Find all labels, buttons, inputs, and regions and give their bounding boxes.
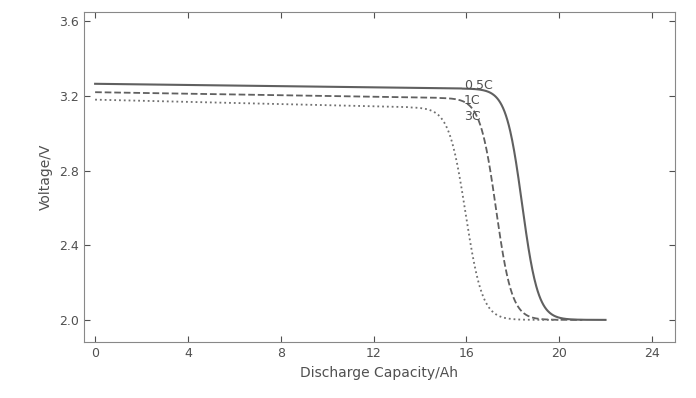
Text: 3C: 3C [464, 110, 481, 123]
X-axis label: Discharge Capacity/Ah: Discharge Capacity/Ah [300, 366, 459, 380]
Text: 0.5C: 0.5C [464, 79, 493, 92]
Y-axis label: Voltage/V: Voltage/V [39, 144, 53, 210]
Text: 1C: 1C [464, 94, 481, 107]
